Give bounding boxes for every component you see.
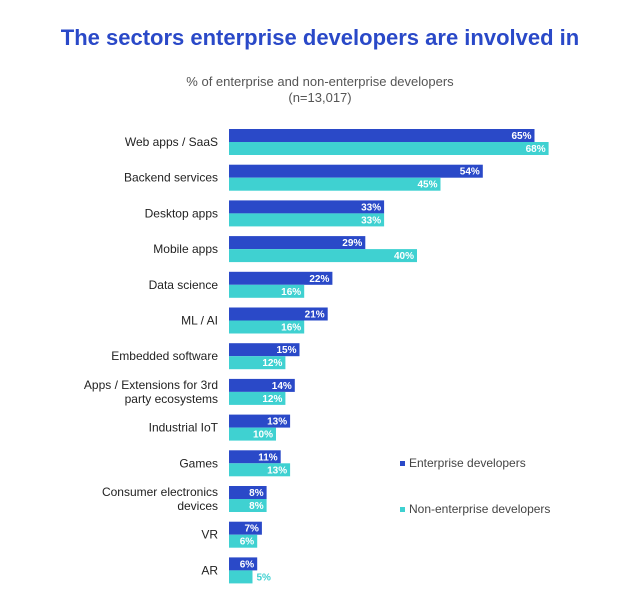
value-label-enterprise-data-science: 22% (309, 274, 329, 285)
value-label-non-enterprise-web-apps-saas: 68% (526, 144, 546, 155)
value-label-enterprise-consumer-electronics-devices: 8% (249, 488, 264, 499)
value-label-enterprise-web-apps-saas: 65% (511, 131, 531, 142)
bar-non-enterprise-data-science (229, 284, 305, 298)
value-label-enterprise-desktop-apps: 33% (361, 202, 381, 213)
value-label-enterprise-vr: 7% (244, 524, 259, 535)
bar-enterprise-consumer-electronics-devices (229, 486, 267, 499)
category-label-backend-services: Backend services (124, 171, 218, 185)
bar-enterprise-web-apps-saas (229, 129, 535, 142)
bar-non-enterprise-embedded-software (229, 356, 286, 370)
legend-swatch-non-enterprise (400, 506, 405, 512)
category-label-desktop-apps: Desktop apps (145, 206, 218, 220)
bar-non-enterprise-desktop-apps (229, 213, 385, 227)
subtitle-line-2: (n=13,017) (288, 90, 352, 105)
bar-non-enterprise-vr (229, 534, 258, 548)
category-label-data-science: Data science (149, 278, 219, 292)
value-label-non-enterprise-apps-extensions-for-3rd-party-ecosystems: 12% (262, 394, 282, 405)
value-label-non-enterprise-industrial-iot: 10% (253, 430, 273, 441)
bar-enterprise-vr (229, 521, 262, 535)
category-label-mobile-apps: Mobile apps (153, 242, 218, 256)
value-label-non-enterprise-ar: 5% (257, 572, 272, 583)
bar-enterprise-mobile-apps (229, 236, 366, 250)
value-label-non-enterprise-vr: 6% (240, 537, 255, 548)
value-label-enterprise-industrial-iot: 13% (267, 417, 287, 428)
chart-title: The sectors enterprise developers are in… (60, 25, 580, 50)
category-label-ml-ai: ML / AI (181, 314, 218, 328)
category-label-web-apps-saas: Web apps / SaaS (125, 135, 218, 149)
value-label-non-enterprise-desktop-apps: 33% (361, 215, 381, 226)
value-label-enterprise-embedded-software: 15% (276, 345, 296, 356)
bar-enterprise-ml-ai (229, 307, 328, 321)
value-label-enterprise-mobile-apps: 29% (342, 238, 362, 249)
value-label-enterprise-apps-extensions-for-3rd-party-ecosystems: 14% (272, 381, 292, 392)
bar-enterprise-data-science (229, 271, 333, 285)
category-label-industrial-iot: Industrial IoT (149, 421, 219, 435)
bar-enterprise-games (229, 450, 281, 464)
bar-enterprise-apps-extensions-for-3rd-party-ecosystems (229, 378, 295, 392)
value-label-enterprise-ml-ai: 21% (305, 310, 325, 321)
value-label-non-enterprise-embedded-software: 12% (262, 358, 282, 369)
bar-non-enterprise-web-apps-saas (229, 142, 549, 155)
legend-item-enterprise: Enterprise developers (400, 456, 526, 470)
value-label-non-enterprise-games: 13% (267, 465, 287, 476)
chart-subtitle: % of enterprise and non-enterprise devel… (60, 74, 580, 106)
bar-non-enterprise-consumer-electronics-devices (229, 499, 267, 512)
category-label-games: Games (179, 456, 218, 470)
value-label-non-enterprise-data-science: 16% (281, 287, 301, 298)
value-label-enterprise-backend-services: 54% (460, 167, 480, 178)
bar-non-enterprise-ml-ai (229, 320, 305, 334)
bar-enterprise-industrial-iot (229, 414, 291, 428)
bar-non-enterprise-games (229, 463, 291, 477)
category-label-apps-extensions-for-3rd-party-ecosystems: Apps / Extensions for 3rd party ecosystem… (84, 378, 218, 406)
category-label-vr: VR (201, 528, 218, 542)
value-label-non-enterprise-backend-services: 45% (417, 180, 437, 191)
category-label-consumer-electronics-devices: Consumer electronics devices (102, 485, 218, 513)
bar-non-enterprise-mobile-apps (229, 249, 417, 263)
bar-non-enterprise-backend-services (229, 177, 441, 191)
legend-label-enterprise: Enterprise developers (409, 456, 526, 470)
value-label-enterprise-games: 11% (258, 452, 278, 463)
bar-non-enterprise-apps-extensions-for-3rd-party-ecosystems (229, 391, 286, 405)
legend-item-non-enterprise: Non-enterprise developers (400, 502, 550, 516)
value-label-non-enterprise-ml-ai: 16% (281, 323, 301, 334)
legend-label-non-enterprise: Non-enterprise developers (409, 502, 551, 516)
bar-enterprise-embedded-software (229, 343, 300, 357)
value-label-non-enterprise-consumer-electronics-devices: 8% (249, 501, 264, 512)
legend-swatch-enterprise (400, 460, 405, 466)
bar-enterprise-desktop-apps (229, 200, 385, 214)
subtitle-line-1: % of enterprise and non-enterprise devel… (186, 74, 454, 89)
bar-enterprise-backend-services (229, 164, 483, 178)
category-label-ar: AR (201, 563, 218, 577)
category-label-embedded-software: Embedded software (111, 349, 218, 363)
value-label-non-enterprise-mobile-apps: 40% (394, 251, 414, 262)
bar-non-enterprise-industrial-iot (229, 427, 276, 441)
bar-non-enterprise-ar (229, 570, 253, 584)
value-label-enterprise-ar: 6% (240, 559, 255, 570)
bar-enterprise-ar (229, 557, 258, 571)
